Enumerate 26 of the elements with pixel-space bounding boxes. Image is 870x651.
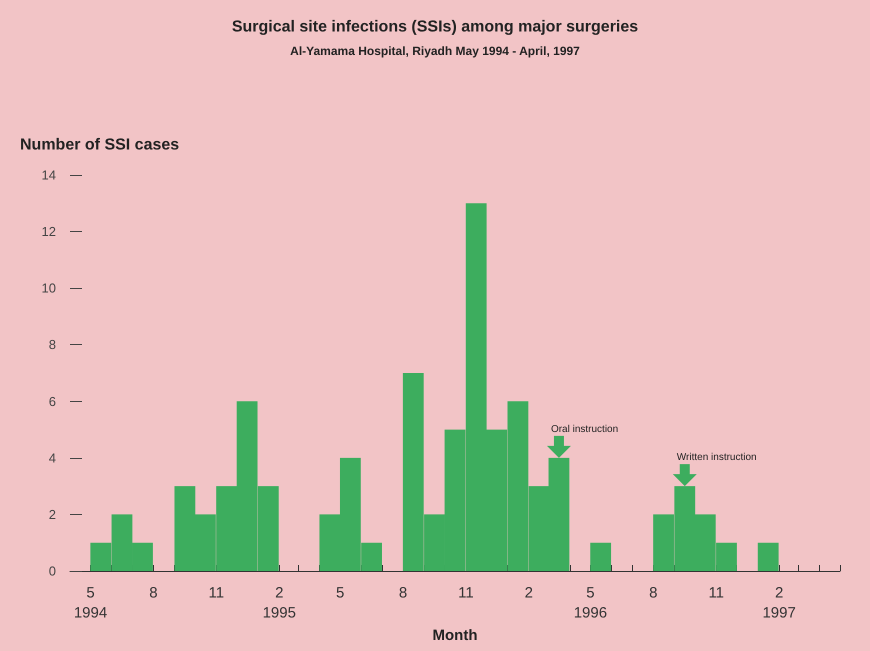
x-tick-label: 11 (208, 584, 224, 602)
chart-subtitle: Al-Yamama Hospital, Riyadh May 1994 - April, 1997 (290, 44, 580, 58)
x-tick-label: 2 1995 (262, 584, 296, 622)
y-tick-label: 2 (48, 506, 56, 522)
x-tick-label: 5 1994 (74, 584, 108, 622)
y-tick-label: 14 (42, 168, 56, 182)
y-tick-label: 12 (42, 224, 56, 240)
x-tick-label: 8 (398, 584, 408, 602)
annotation: Written instruction (676, 452, 757, 464)
y-axis-title: Number of SSI cases (20, 136, 180, 154)
x-tick-label: 5 (336, 584, 344, 602)
x-tick-label: 11 (458, 584, 474, 602)
y-tick-label: 0 (48, 564, 56, 578)
annotation: Oral instruction (550, 424, 618, 435)
x-tick-label: 2 1997 (762, 584, 796, 622)
y-tick-label: 6 (48, 394, 56, 409)
x-axis-title: Month (432, 626, 478, 644)
y-tick-label: 8 (48, 337, 56, 352)
y-tick-label: 4 (48, 450, 56, 466)
x-tick-label: 2 (524, 584, 534, 602)
chart-title: Surgical site infections (SSIs) among major surgeries (232, 18, 638, 36)
x-tick-label: 8 (649, 584, 658, 602)
x-tick-label: 11 (708, 584, 724, 602)
x-tick-label: 8 (149, 584, 158, 602)
y-tick-label: 10 (42, 280, 56, 296)
x-tick-label: 5 1996 (574, 584, 608, 622)
